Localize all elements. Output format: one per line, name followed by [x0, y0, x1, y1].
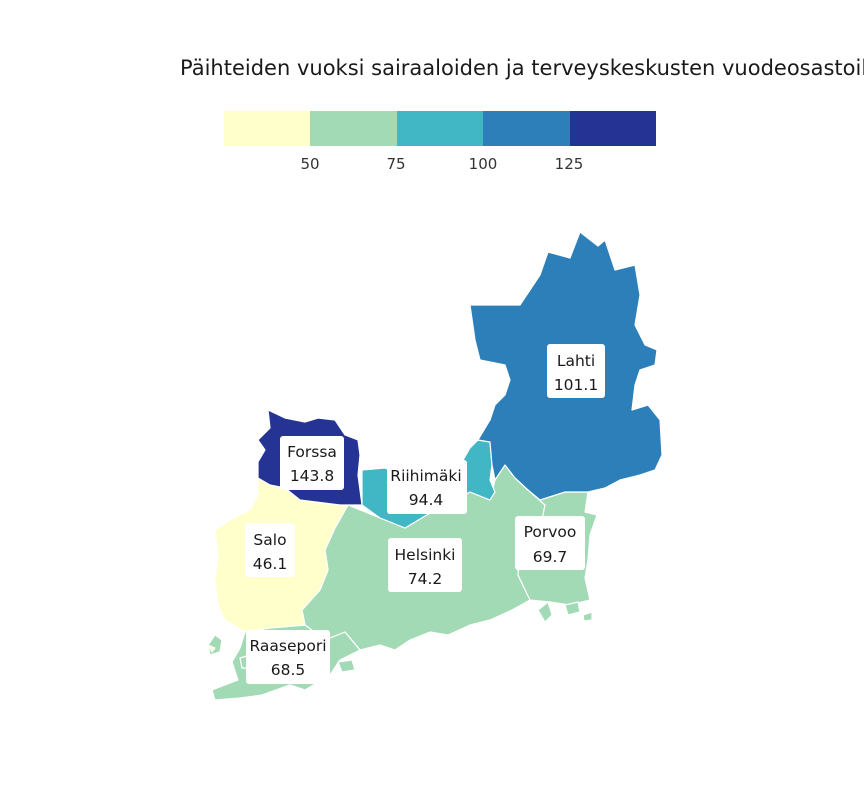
legend-swatch-3 — [396, 111, 484, 146]
island-2 — [537, 601, 553, 623]
label-raasepori-name: Raasepori — [249, 637, 326, 655]
label-lahti-name: Lahti — [557, 352, 595, 370]
label-salo: Salo 46.1 — [245, 523, 295, 577]
legend-tick-100: 100 — [468, 155, 498, 173]
legend-swatch-4 — [483, 111, 570, 146]
label-forssa-name: Forssa — [287, 443, 337, 461]
legend-tick-50: 50 — [300, 155, 320, 173]
label-forssa: Forssa 143.8 — [280, 436, 344, 490]
label-helsinki-value: 74.2 — [408, 570, 443, 588]
label-raasepori-value: 68.5 — [271, 661, 306, 679]
island-1 — [207, 634, 223, 656]
label-raasepori: Raasepori 68.5 — [246, 630, 330, 684]
label-lahti-value: 101.1 — [554, 376, 598, 394]
label-riihimaki-value: 94.4 — [409, 491, 444, 509]
label-porvoo-name: Porvoo — [524, 523, 577, 541]
island-4 — [582, 611, 593, 622]
map-title: Päihteiden vuoksi sairaaloiden ja tervey… — [180, 56, 864, 80]
color-legend — [224, 111, 657, 146]
label-riihimaki-name: Riihimäki — [390, 467, 461, 485]
legend-swatch-5 — [569, 111, 657, 146]
label-salo-name: Salo — [253, 531, 286, 549]
legend-tick-125: 125 — [554, 155, 584, 173]
island-3 — [564, 601, 581, 616]
label-porvoo: Porvoo 69.7 — [515, 516, 585, 570]
label-riihimaki: Riihimäki 94.4 — [387, 460, 467, 514]
island-6 — [337, 659, 356, 673]
label-forssa-value: 143.8 — [290, 467, 334, 485]
label-salo-value: 46.1 — [253, 555, 288, 573]
label-lahti: Lahti 101.1 — [547, 344, 605, 398]
legend-tick-75: 75 — [386, 155, 406, 173]
island-7 — [207, 644, 216, 653]
label-porvoo-value: 69.7 — [533, 548, 568, 566]
label-helsinki-name: Helsinki — [395, 546, 456, 564]
legend-swatch-1 — [224, 111, 311, 146]
label-helsinki: Helsinki 74.2 — [388, 538, 462, 592]
legend-swatch-2 — [310, 111, 397, 146]
